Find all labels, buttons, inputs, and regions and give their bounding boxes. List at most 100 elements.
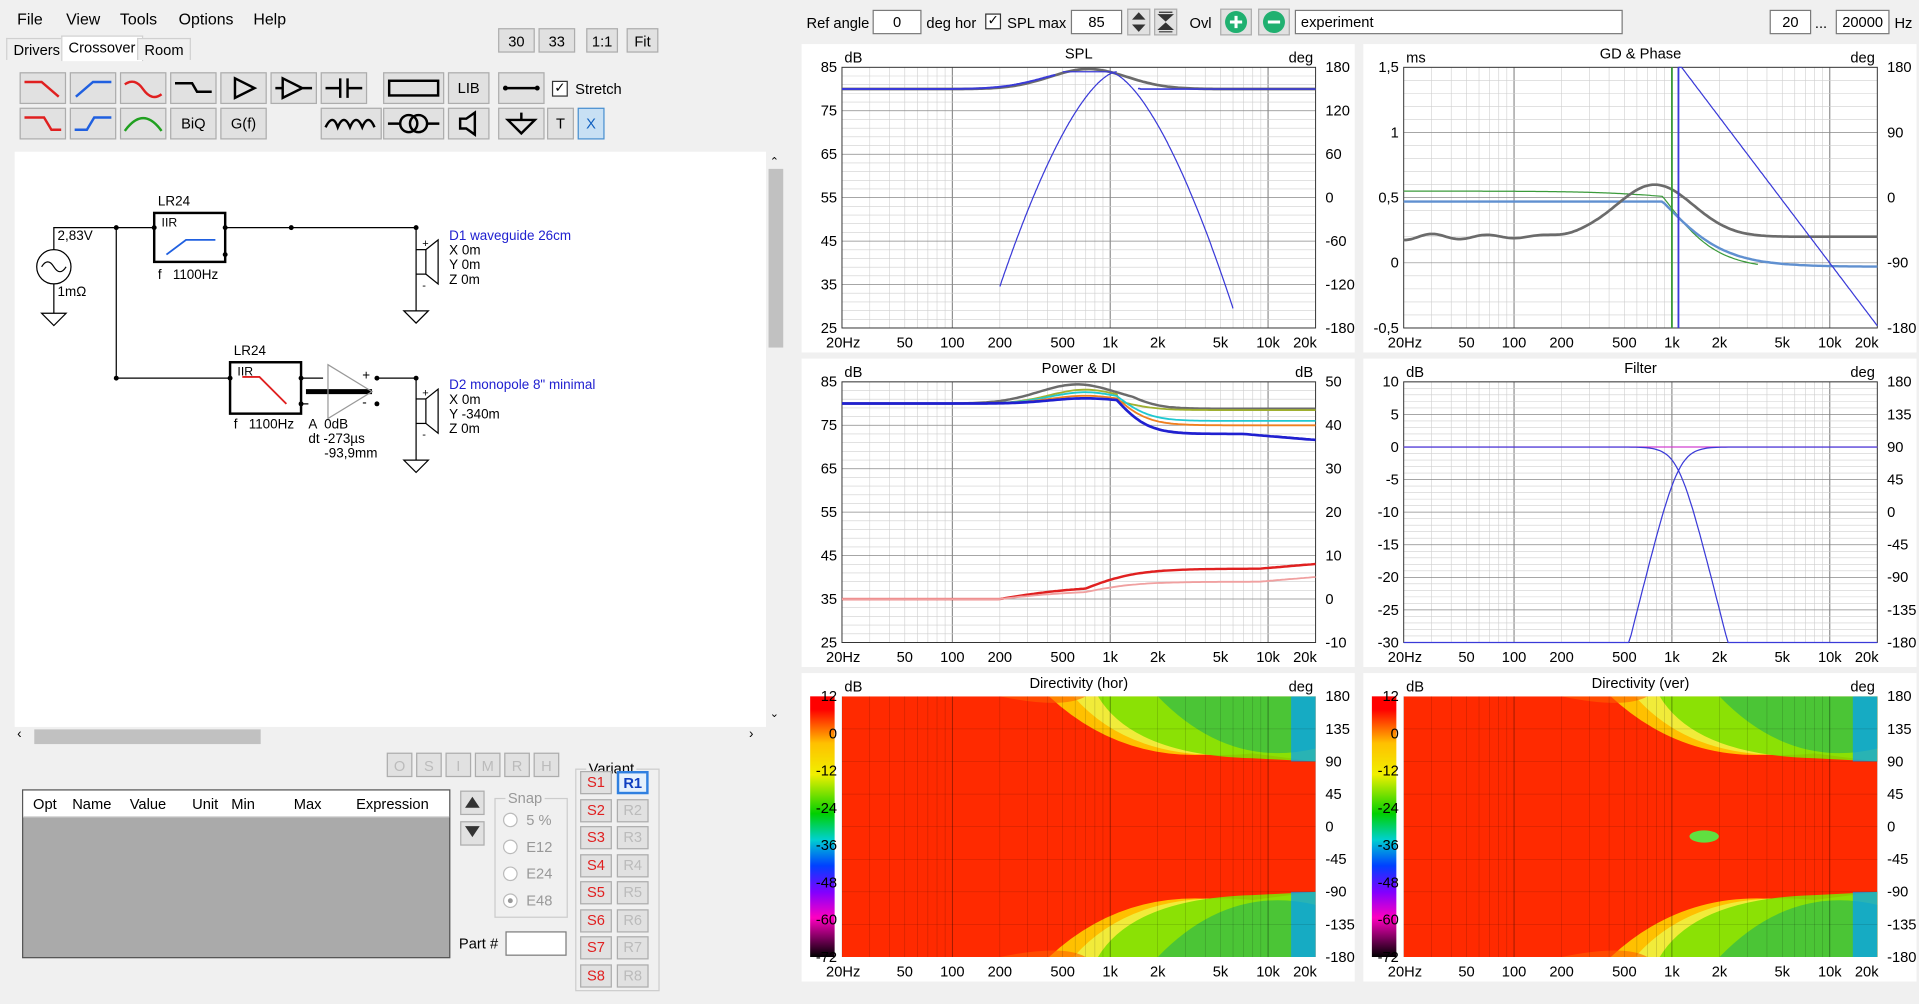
variant-s1-button[interactable]: S1 [580, 770, 612, 795]
spl-plot[interactable]: SPL dB deg 20Hz 50 100 200 500 1k 2k 5k 10k 20k 85 75 6… [801, 44, 1355, 353]
opt-i-button[interactable]: I [445, 752, 472, 778]
variant-s8-button[interactable]: S8 [580, 963, 612, 987]
variant-s6-button[interactable]: S6 [580, 908, 612, 932]
speaker-button[interactable] [447, 107, 490, 140]
shelf-button[interactable] [170, 72, 217, 105]
bandpass-green-button[interactable] [119, 107, 167, 140]
transfer-function-button[interactable]: G(f) [220, 107, 267, 140]
delete-button[interactable]: X [577, 107, 605, 140]
variant-r8-button[interactable]: R8 [616, 963, 649, 987]
opt-m-button[interactable]: M [474, 752, 501, 778]
lib-button[interactable]: LIB [447, 72, 490, 105]
driver2-name[interactable]: D2 monopole 8" minimal [449, 378, 596, 393]
menu-help[interactable]: Help [253, 9, 287, 29]
variant-r4-button[interactable]: R4 [616, 853, 649, 877]
scroll-left-icon[interactable]: ‹ [17, 726, 22, 742]
scroll-down-icon[interactable]: ⌄ [769, 707, 780, 720]
scroll-thumb-h[interactable] [34, 729, 261, 745]
part-input[interactable] [505, 931, 567, 956]
overlay-add-button[interactable] [1220, 8, 1252, 36]
variant-s4-button[interactable]: S4 [580, 853, 612, 877]
text-button[interactable]: T [547, 107, 574, 140]
zoom-30-button[interactable]: 30 [498, 28, 535, 53]
spl-max-input[interactable]: 85 [1070, 9, 1123, 35]
menu-file[interactable]: File [17, 9, 43, 29]
variant-r7-button[interactable]: R7 [616, 936, 649, 960]
snap-radio-2[interactable] [502, 866, 518, 882]
variant-s2-button[interactable]: S2 [580, 798, 612, 822]
variant-s7-button[interactable]: S7 [580, 936, 612, 960]
variant-s5-button[interactable]: S5 [580, 881, 612, 905]
opt-s-button[interactable]: S [416, 752, 442, 778]
col-max[interactable]: Max [293, 795, 322, 813]
spl-max-checkbox[interactable]: ✓ [985, 13, 1002, 30]
amplifier-button[interactable] [220, 72, 267, 105]
allpass-red-button[interactable] [119, 72, 167, 105]
gd-phase-plot[interactable]: GD & Phase ms deg 20Hz 50 100 200 500 1k 2k 5k 10k 2… [1363, 44, 1917, 353]
tab-crossover[interactable]: Crossover [61, 35, 143, 62]
zoom-33-button[interactable]: 33 [538, 28, 576, 53]
opt-h-button[interactable]: H [533, 752, 560, 778]
opt-o-button[interactable]: O [386, 752, 413, 778]
snap-radio-0[interactable] [502, 812, 518, 828]
spl-auto-button[interactable] [1154, 8, 1178, 36]
freq-max-input[interactable]: 20000 [1835, 9, 1890, 35]
heatmap-band [1719, 696, 1878, 754]
scroll-thumb[interactable] [768, 168, 784, 348]
driver1-name[interactable]: D1 waveguide 26cm [449, 228, 572, 244]
tab-room[interactable]: Room [137, 37, 191, 60]
overlay-name-input[interactable]: experiment [1294, 9, 1623, 35]
move-down-button[interactable] [460, 821, 485, 846]
scroll-right-icon[interactable]: › [748, 726, 754, 742]
menu-options[interactable]: Options [178, 9, 234, 29]
variant-r3-button[interactable]: R3 [616, 826, 649, 850]
capacitor-button[interactable] [320, 72, 368, 105]
schematic-canvas[interactable]: + - + - + - 2,83V 1mΩ LR24 IIR f 1100Hz LR2… [14, 151, 767, 727]
variant-s3-button[interactable]: S3 [580, 826, 612, 850]
overlay-remove-button[interactable] [1258, 8, 1290, 36]
variant-r2-button[interactable]: R2 [616, 798, 649, 822]
variant-r5-button[interactable]: R5 [616, 881, 649, 905]
move-up-button[interactable] [460, 790, 485, 816]
zoom-1-1-button[interactable]: 1:1 [586, 28, 619, 53]
col-expression[interactable]: Expression [356, 795, 429, 813]
biquad-button[interactable]: BiQ [170, 107, 217, 140]
vertical-scrollbar[interactable]: ⌃ ⌄ [766, 151, 786, 727]
inductor-button[interactable] [320, 107, 382, 140]
wire-button[interactable] [498, 72, 545, 105]
scroll-up-icon[interactable]: ⌃ [769, 155, 780, 168]
horizontal-scrollbar[interactable]: ‹ › [14, 726, 767, 747]
col-name[interactable]: Name [72, 795, 112, 813]
directivity-hor-plot[interactable]: Directivity (hor) dB deg 20Hz 50 100 200 500 1k 2… [801, 673, 1355, 982]
spl-spin-button[interactable] [1127, 8, 1151, 36]
snap-radio-1[interactable] [502, 839, 518, 855]
spin-arrows-icon [1132, 12, 1146, 32]
delay-button[interactable] [270, 72, 317, 105]
directivity-ver-plot[interactable]: Directivity (ver) dB deg 20Hz 50 100 200 500 1k 2… [1363, 673, 1917, 982]
col-value[interactable]: Value [129, 795, 167, 813]
variant-r6-button[interactable]: R6 [616, 908, 649, 932]
stretch-checkbox[interactable]: ✓ [551, 80, 568, 97]
zoom-fit-button[interactable]: Fit [626, 28, 659, 53]
lowpass-red2-button[interactable] [19, 107, 67, 140]
opt-r-button[interactable]: R [504, 752, 530, 778]
menu-tools[interactable]: Tools [119, 9, 158, 29]
highpass-blue-button[interactable] [69, 72, 117, 105]
col-unit[interactable]: Unit [192, 795, 219, 813]
power-di-plot[interactable]: Power & DI dB dB 20Hz 50 100 200 500 1k 2k 5k 10k 20… [801, 358, 1355, 667]
menu-view[interactable]: View [66, 9, 101, 29]
tab-drivers[interactable]: Drivers [6, 37, 68, 60]
parameter-table[interactable]: Opt Name Value Unit Min Max Expression [22, 789, 451, 959]
filter-plot[interactable]: Filter dB deg 20Hz 50 100 200 500 1k 2k 5k 10k 20k 10… [1363, 358, 1917, 667]
resistor-button[interactable] [383, 72, 445, 105]
highpass-blue2-button[interactable] [69, 107, 117, 140]
col-min[interactable]: Min [231, 795, 255, 813]
freq-min-input[interactable]: 20 [1769, 9, 1812, 35]
ref-angle-input[interactable]: 0 [872, 9, 922, 35]
transformer-button[interactable] [383, 107, 445, 140]
col-opt[interactable]: Opt [33, 795, 57, 813]
ground-button[interactable] [498, 107, 545, 140]
variant-r1-button[interactable]: R1 [616, 770, 649, 795]
lowpass-red-button[interactable] [19, 72, 67, 105]
snap-radio-3[interactable] [502, 893, 518, 909]
